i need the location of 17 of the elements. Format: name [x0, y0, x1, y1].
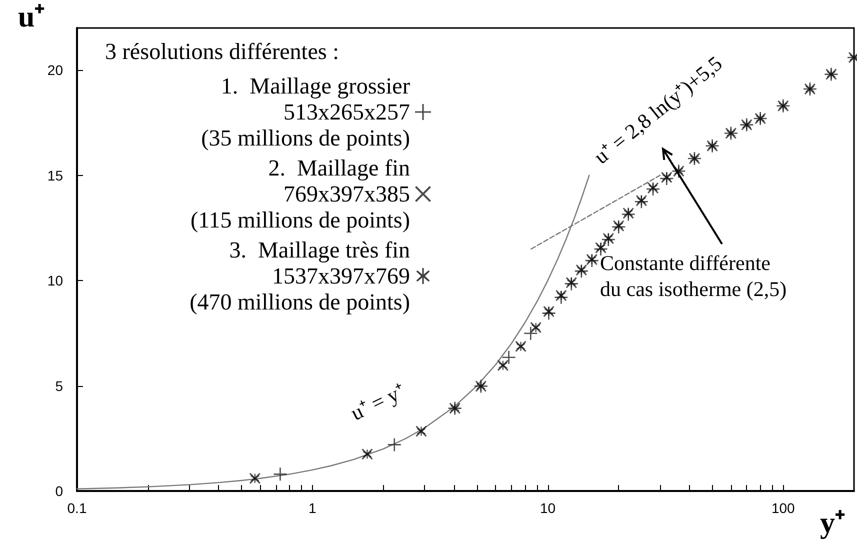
- y-tick-label: 0: [55, 483, 64, 499]
- x-tick-label: 1: [308, 500, 316, 516]
- y-tick-label: 5: [55, 378, 64, 394]
- legend-label: 1. Maillage grossier 513x265x257 (35 millions de points): [201, 74, 410, 150]
- legend-label: 3. Maillage très fin 1537x397x769 (470 millions de points): [190, 238, 410, 314]
- x-axis-title: y⁺: [820, 506, 845, 540]
- annotation: Constante différente du cas isotherme (2,5): [600, 251, 787, 301]
- legend-label: 2. Maillage fin 769x397x385 (115 millions de points): [190, 156, 410, 232]
- legend-title: 3 résolutions différentes :: [105, 39, 339, 64]
- y-tick-label: 15: [47, 167, 64, 184]
- x-tick-label: 0.1: [67, 500, 87, 516]
- x-tick-label: 100: [771, 500, 796, 516]
- y-tick-label: 20: [47, 62, 64, 78]
- x-tick-label: 10: [540, 500, 556, 516]
- annotation: u⁺ = y⁺: [346, 378, 410, 426]
- y-axis-title: u⁺: [18, 0, 45, 34]
- y-tick-label: 10: [47, 272, 64, 289]
